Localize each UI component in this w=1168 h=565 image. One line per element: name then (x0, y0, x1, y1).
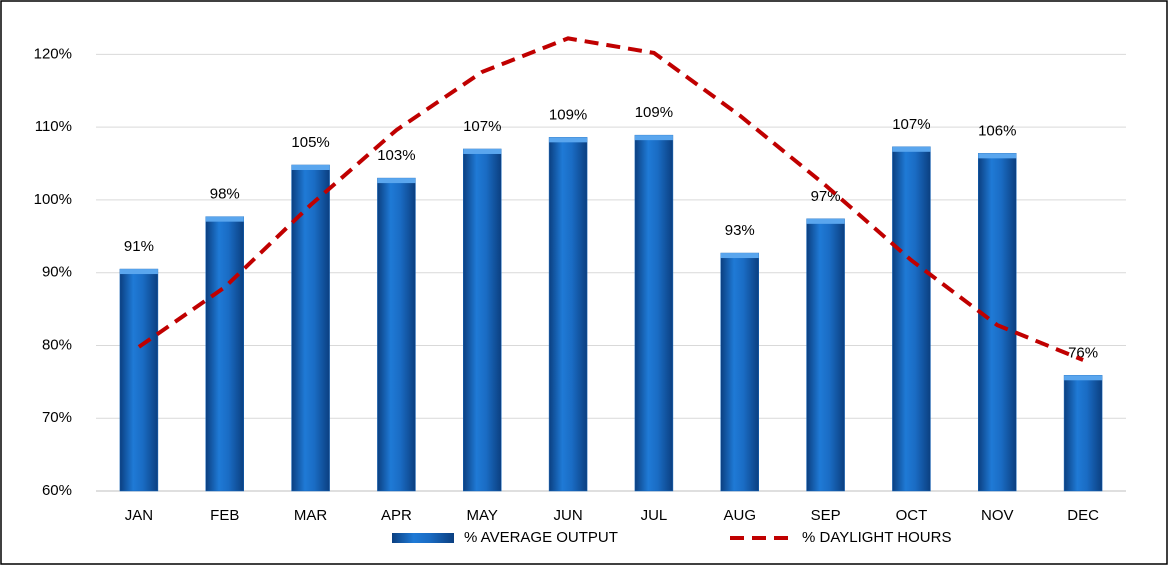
bar-cap (205, 216, 244, 222)
y-tick-label: 100% (34, 191, 72, 208)
bar (1063, 375, 1103, 492)
y-tick-label: 90% (42, 264, 72, 281)
bar-cap (634, 135, 673, 141)
x-tick-label: JUN (553, 507, 582, 524)
x-tick-label: OCT (896, 507, 928, 524)
x-tick-label: JAN (125, 507, 153, 524)
y-tick-label: 110% (35, 118, 72, 135)
x-tick-label: APR (381, 507, 412, 524)
y-tick-label: 60% (42, 482, 72, 499)
bar (463, 148, 502, 492)
y-tick-label: 80% (42, 336, 72, 353)
bar-cap (720, 253, 759, 259)
bar-cap (892, 146, 931, 152)
bar (377, 177, 416, 492)
x-tick-label: JUL (641, 507, 668, 524)
data-label: 106% (978, 122, 1016, 139)
data-label: 97% (811, 188, 841, 205)
x-tick-label: MAY (467, 507, 498, 524)
y-tick-label: 70% (42, 409, 72, 426)
x-tick-label: DEC (1067, 507, 1099, 524)
data-label: 93% (725, 222, 755, 239)
data-label: 109% (635, 104, 673, 121)
x-tick-label: FEB (210, 507, 239, 524)
data-label: 109% (549, 106, 587, 123)
legend-swatch (392, 533, 454, 543)
bar (892, 146, 931, 492)
bar-cap (463, 148, 502, 154)
bar-cap (549, 137, 588, 143)
line (137, 36, 1084, 362)
data-label: 103% (377, 147, 415, 164)
x-tick-label: MAR (294, 507, 328, 524)
data-label: 105% (291, 134, 329, 151)
data-label: 98% (210, 186, 240, 203)
bar-cap (119, 269, 158, 275)
x-tick-label: NOV (981, 507, 1014, 524)
bar-cap (1064, 375, 1103, 381)
legend-label: % DAYLIGHT HOURS (802, 529, 951, 546)
bar-cap (291, 164, 330, 170)
bar (806, 218, 845, 492)
bar (119, 268, 159, 492)
bar (720, 252, 759, 492)
bar (634, 134, 674, 492)
bar (205, 216, 244, 492)
data-label: 107% (463, 118, 501, 135)
bar (291, 164, 330, 492)
bar-cap (978, 153, 1017, 159)
y-tick-label: 120% (34, 45, 72, 62)
bar-cap (377, 178, 416, 184)
bar-cap (806, 218, 845, 224)
x-tick-label: AUG (723, 507, 756, 524)
data-label: 107% (892, 116, 930, 133)
bar (978, 153, 1017, 492)
bar (548, 137, 588, 492)
legend-label: % AVERAGE OUTPUT (464, 529, 618, 546)
x-tick-label: SEP (811, 507, 841, 524)
data-label: 76% (1068, 344, 1098, 361)
data-label: 91% (124, 238, 154, 255)
